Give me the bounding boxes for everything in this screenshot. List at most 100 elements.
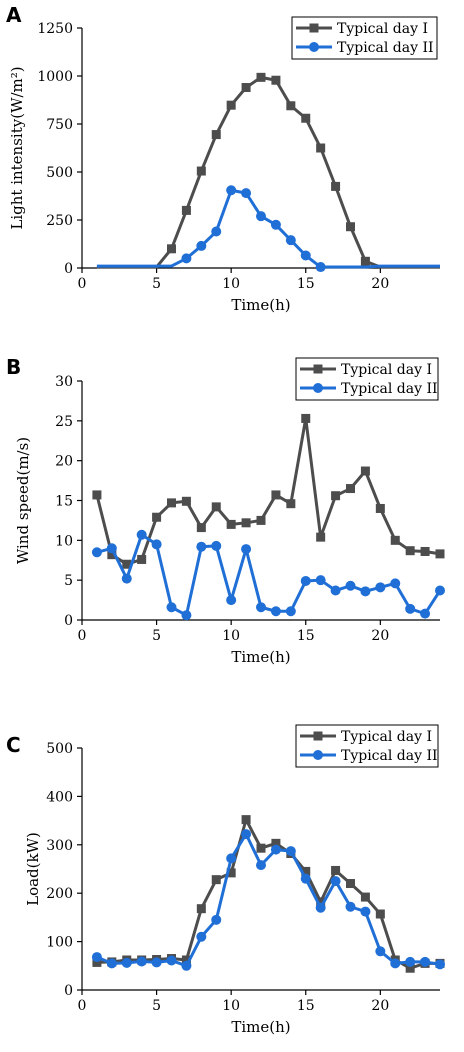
data-point: [435, 585, 445, 596]
panel-letter-c: C: [6, 733, 21, 757]
y-tick-label: 20: [55, 454, 73, 470]
data-point: [360, 256, 370, 266]
data-point: [256, 843, 266, 853]
data-point: [375, 946, 386, 957]
data-point: [92, 957, 102, 967]
data-point: [300, 250, 311, 261]
data-point: [256, 602, 266, 613]
x-tick-label: 20: [371, 628, 389, 644]
data-point: [181, 610, 192, 621]
data-point: [315, 902, 326, 913]
y-tick-label: 500: [46, 741, 73, 757]
data-point: [420, 608, 431, 619]
data-point: [285, 846, 296, 857]
data-point: [345, 901, 356, 912]
data-point: [316, 532, 326, 542]
data-point: [122, 559, 132, 569]
legend-marker: [309, 42, 319, 52]
x-tick-label: 5: [152, 276, 161, 292]
legend: Typical day I Typical day II: [295, 724, 439, 768]
data-point: [435, 959, 445, 970]
data-point: [375, 582, 386, 593]
y-tick-label: 0: [64, 983, 73, 999]
data-point: [211, 130, 221, 140]
data-point: [106, 543, 117, 554]
legend: Typical day I Typical day II: [291, 16, 438, 60]
data-point: [196, 523, 206, 533]
y-axis-title: Load(kW): [24, 832, 42, 906]
data-point: [405, 603, 416, 614]
y-tick-label: 10: [55, 533, 73, 549]
data-point: [226, 595, 237, 606]
legend-label: Typical day I: [341, 729, 432, 745]
legend-label: Typical day I: [341, 362, 432, 378]
data-point: [420, 546, 430, 556]
data-point: [330, 876, 341, 887]
data-point: [256, 515, 266, 525]
data-point: [151, 957, 162, 968]
data-point: [181, 496, 191, 506]
data-point: [331, 491, 341, 501]
data-point: [346, 484, 355, 494]
series-line: [96, 533, 442, 617]
x-tick-label: 5: [152, 628, 161, 644]
x-axis-title: Time(h): [231, 648, 290, 666]
y-tick-label: 15: [55, 494, 73, 510]
y-tick-label: 25: [55, 414, 73, 430]
data-point: [196, 904, 206, 914]
data-point: [405, 963, 415, 973]
x-tick-label: 15: [297, 628, 315, 644]
data-point: [271, 490, 281, 500]
data-point: [181, 205, 191, 215]
data-point: [285, 235, 296, 246]
series-line: [96, 75, 440, 269]
y-tick-label: 5: [64, 573, 73, 589]
legend-label: Typical day II: [341, 748, 438, 764]
data-point: [331, 181, 341, 191]
data-point: [91, 952, 102, 963]
y-tick-label: 1000: [37, 69, 73, 85]
x-tick-label: 10: [222, 998, 240, 1014]
data-point: [270, 219, 281, 230]
legend-marker: [313, 364, 323, 374]
y-tick-label: 0: [64, 261, 73, 277]
x-axis-title: Time(h): [231, 296, 290, 314]
data-point: [435, 549, 445, 559]
data-point: [152, 512, 162, 522]
legend-label: Typical day II: [337, 40, 434, 56]
data-point: [256, 860, 266, 871]
data-point: [92, 490, 102, 500]
data-point: [241, 544, 252, 555]
y-tick-label: 100: [46, 935, 73, 951]
data-point: [241, 518, 251, 528]
data-point: [166, 602, 177, 613]
data-point: [211, 875, 221, 885]
data-point: [405, 956, 416, 967]
x-tick-label: 5: [152, 998, 161, 1014]
x-tick-label: 10: [222, 276, 240, 292]
legend-marker: [309, 23, 319, 33]
series-2: [91, 529, 445, 621]
data-point: [285, 606, 296, 617]
x-tick-label: 20: [371, 998, 389, 1014]
chart-panel-b: B 0 5 10 15 20 0 5 10 15 20 25 30 Time(h) Wind speed(…: [6, 355, 445, 666]
chart-panel-c: C 0 5 10 15 200100200300400500Time(h)Load(kW…: [6, 724, 445, 1036]
data-point: [420, 956, 431, 967]
data-point: [196, 240, 207, 251]
legend-marker: [313, 750, 323, 760]
data-point: [300, 873, 311, 884]
series-line: [96, 188, 440, 269]
data-point: [301, 413, 311, 423]
data-point: [330, 585, 341, 596]
series-line: [95, 416, 441, 566]
y-tick-label: 300: [46, 838, 73, 854]
y-tick-label: 500: [46, 165, 73, 181]
data-point: [271, 838, 281, 848]
y-tick-label: 1250: [37, 21, 73, 37]
panel-letter-a: A: [6, 3, 22, 27]
data-point: [136, 529, 147, 540]
x-tick-label: 0: [78, 998, 87, 1014]
x-tick-label: 15: [297, 276, 315, 292]
data-point: [360, 466, 370, 476]
x-tick-label: 15: [297, 998, 315, 1014]
